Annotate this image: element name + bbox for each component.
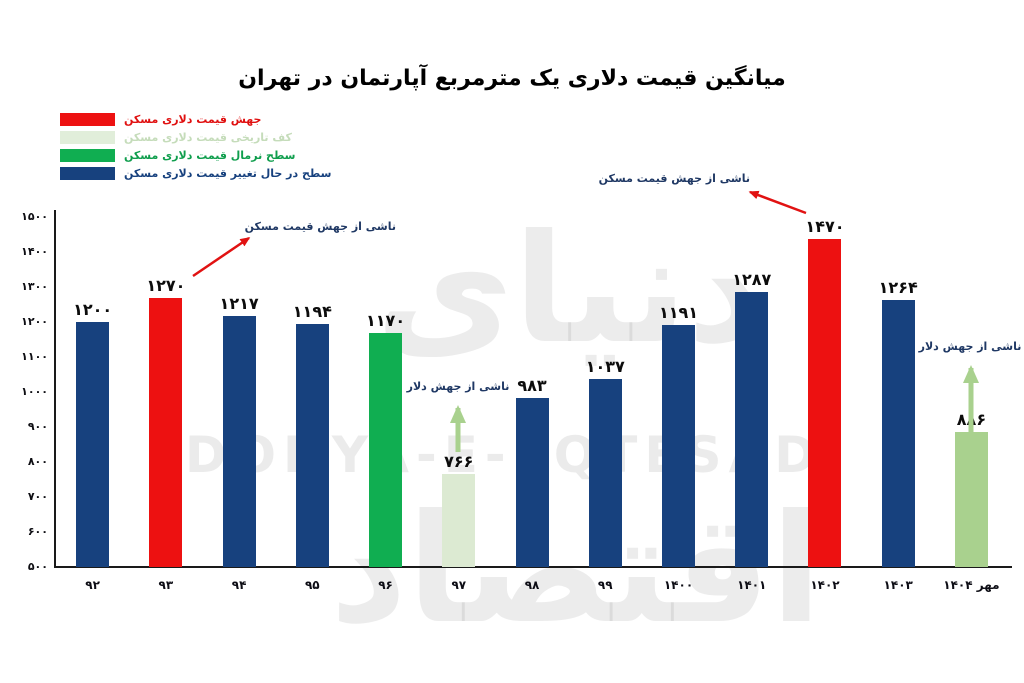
bar-value-label: ۹۸۳: [517, 375, 547, 395]
x-tick-98: ۹۸: [524, 578, 540, 592]
y-tick-500: ۵۰۰: [27, 560, 48, 573]
legend-swatch-red: [60, 112, 115, 126]
bar-92: [76, 322, 110, 567]
bar-slot-94: ۱۲۱۷: [202, 217, 275, 567]
bar-slot-95: ۱۱۹۴: [276, 217, 349, 567]
legend-swatch-pale-green: [60, 130, 115, 144]
bar-value-label: ۱۲۰۰: [73, 300, 113, 319]
legend-label-historic-floor: کف تاریخی قیمت دلاری مسکن: [124, 130, 292, 144]
bar-97: [442, 473, 476, 567]
y-tick-1100: ۱۱۰۰: [21, 350, 48, 363]
bar-value-label: ۱۴۷۰: [805, 217, 845, 236]
bar-value-label: ۱۱۹۱: [658, 303, 699, 323]
annotation-dollar-jump-97: ناشی از جهش دلار: [406, 380, 510, 393]
x-tick-1400: ۱۴۰۰: [663, 578, 694, 592]
bars-area: ۱۲۰۰ ۱۲۷۰ ۱۲۱۷ ۱۱۹۴ ۱۱۷۰ ۷۶۶ ۹۸۳ ۱۰۳۷ ۱۱۹۱ ۱۲۸۷ ۱۴…: [56, 217, 1008, 567]
bar-value-label: ۱۱۷۰: [366, 310, 406, 330]
legend-item-historic-floor: کف تاریخی قیمت دلاری مسکن: [60, 128, 331, 146]
y-tick-700: ۷۰۰: [27, 490, 48, 503]
bar-value-label: ۱۲۱۷: [219, 294, 259, 314]
legend-swatch-navy: [60, 166, 115, 180]
bar-value-label: ۱۲۶۴: [878, 277, 918, 297]
x-tick-95: ۹۵: [304, 578, 320, 592]
bar-value-label: ۱۲۷۰: [146, 275, 186, 295]
annotation-dollar-jump-1404: ناشی از جهش دلار: [918, 340, 1022, 353]
bar-slot-97: ۷۶۶: [422, 217, 495, 567]
bar-1400: [661, 325, 695, 567]
y-tick-1500: ۱۵۰۰: [21, 210, 48, 223]
bar-value-label: ۸۸۶: [956, 409, 987, 429]
legend-label-price-jump: جهش قیمت دلاری مسکن: [124, 112, 262, 126]
y-tick-800: ۸۰۰: [27, 455, 48, 468]
x-tick-Mehr-1404: مهر ۱۴۰۴: [943, 578, 1000, 592]
legend-label-changing-level: سطح در حال تغییر قیمت دلاری مسکن: [124, 166, 332, 180]
x-tick-99: ۹۹: [597, 578, 613, 592]
bar-1401: [735, 291, 769, 567]
legend-swatch-green: [60, 148, 115, 162]
bar-slot-99: ۱۰۳۷: [569, 217, 642, 567]
y-tick-1400: ۱۴۰۰: [21, 245, 48, 258]
x-tick-1402: ۱۴۰۲: [810, 578, 840, 592]
bar-value-label: ۱۰۳۷: [585, 357, 625, 377]
legend-label-normal-level: سطح نرمال قیمت دلاری مسکن: [124, 148, 296, 162]
x-axis-line: [54, 566, 1012, 568]
bar-value-label: ۱۲۸۷: [732, 269, 772, 289]
bar-slot-1401: ۱۲۸۷: [715, 217, 788, 567]
x-axis-tick-labels: ۹۲ ۹۳ ۹۴ ۹۵ ۹۶ ۹۷ ۹۸ ۹۹ ۱۴۰۰ ۱۴۰۱ ۱۴۰۲ ۱۴۰۳ مهر ۱۴۰۴: [56, 578, 1008, 592]
bar-slot-1402: ۱۴۷۰: [788, 217, 861, 567]
bar-slot-93: ۱۲۷۰: [129, 217, 202, 567]
y-tick-1200: ۱۲۰۰: [21, 315, 48, 328]
x-tick-94: ۹۴: [231, 578, 247, 592]
legend-item-normal-level: سطح نرمال قیمت دلاری مسکن: [60, 146, 331, 164]
bar-93: [149, 297, 183, 567]
page-title: میانگین قیمت دلاری یک مترمربع آپارتمان د…: [238, 66, 786, 91]
bar-Mehr-1404: [954, 431, 988, 567]
bar-94: [222, 316, 256, 567]
bar-98: [515, 397, 549, 567]
y-axis-line: [54, 210, 56, 568]
legend-item-price-jump: جهش قیمت دلاری مسکن: [60, 110, 331, 128]
bar-value-label: ۷۶۶: [444, 451, 474, 471]
legend-item-changing-level: سطح در حال تغییر قیمت دلاری مسکن: [60, 164, 331, 182]
bar-slot-96: ۱۱۷۰: [349, 217, 422, 567]
x-tick-1403: ۱۴۰۳: [883, 578, 913, 592]
bar-value-label: ۱۱۹۴: [292, 302, 332, 322]
annotation-housing-jump-93: ناشی از جهش قیمت مسکن: [244, 220, 396, 233]
bar-95: [295, 324, 329, 567]
x-tick-96: ۹۶: [378, 578, 393, 592]
y-tick-900: ۹۰۰: [27, 420, 48, 433]
y-tick-600: ۶۰۰: [27, 525, 48, 538]
bar-slot-1403: ۱۲۶۴: [862, 217, 935, 567]
x-tick-93: ۹۳: [158, 578, 174, 592]
bar-slot-1400: ۱۱۹۱: [642, 217, 715, 567]
legend: جهش قیمت دلاری مسکن کف تاریخی قیمت دلاری…: [60, 110, 331, 182]
x-tick-97: ۹۷: [451, 578, 467, 592]
annotation-housing-jump-1402: ناشی از جهش قیمت مسکن: [598, 172, 750, 185]
bar-slot-98: ۹۸۳: [495, 217, 568, 567]
y-tick-1300: ۱۳۰۰: [21, 280, 48, 293]
x-tick-92: ۹۲: [85, 578, 100, 592]
x-tick-1401: ۱۴۰۱: [737, 578, 767, 592]
y-tick-1000: ۱۰۰۰: [21, 385, 48, 398]
bar-1403: [881, 299, 915, 567]
bar-1402: [808, 239, 842, 567]
bar-slot-Mehr-1404: ۸۸۶: [935, 217, 1008, 567]
bar-96: [369, 332, 403, 567]
red-arrow-1402: [748, 190, 807, 215]
bar-slot-92: ۱۲۰۰: [56, 217, 129, 567]
bar-99: [588, 379, 622, 567]
